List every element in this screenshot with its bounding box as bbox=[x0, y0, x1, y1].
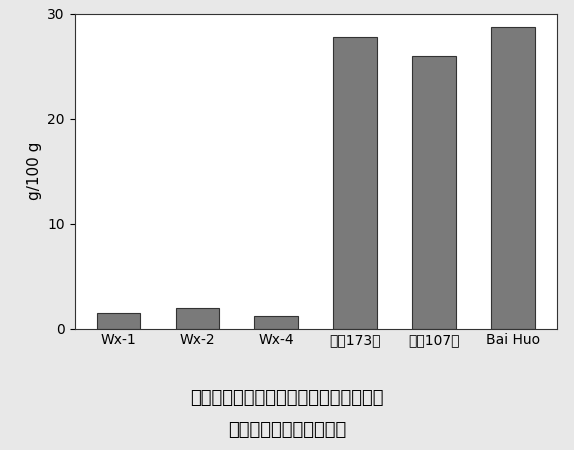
Bar bbox=[96, 313, 140, 328]
Y-axis label: g/100 g: g/100 g bbox=[27, 142, 42, 200]
Bar bbox=[176, 307, 219, 328]
Bar bbox=[491, 27, 535, 328]
Bar bbox=[333, 36, 377, 328]
Bar bbox=[254, 316, 298, 328]
Bar bbox=[413, 55, 456, 328]
Text: 見かけのアミロース含量: 見かけのアミロース含量 bbox=[228, 421, 346, 439]
Text: 図１　もち小麦系統および親品種系統の: 図１ もち小麦系統および親品種系統の bbox=[190, 389, 384, 407]
